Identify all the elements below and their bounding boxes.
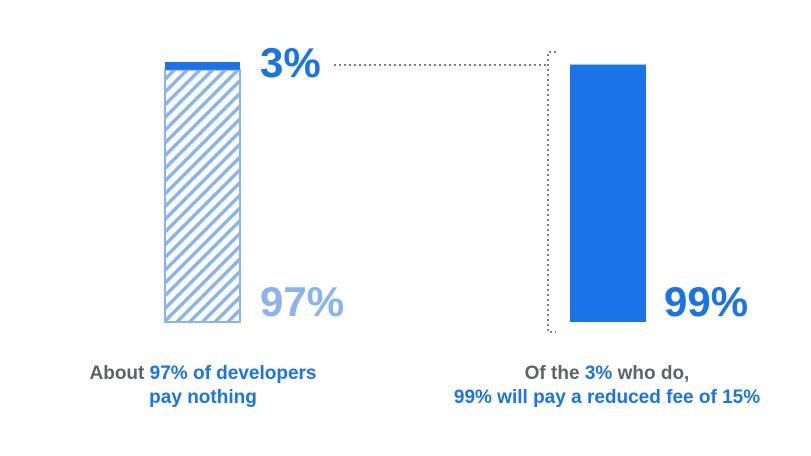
bracket: [547, 51, 556, 333]
bar-segment: [164, 68, 241, 323]
caption-line: Of the 3% who do,: [525, 363, 690, 384]
caption-text: pay nothing: [149, 387, 257, 408]
value-label: 3%: [260, 39, 321, 86]
value-label: 99%: [664, 278, 748, 325]
caption-text: 3%: [585, 363, 613, 384]
bar-segment: [165, 62, 240, 70]
caption-text: who do,: [612, 363, 689, 384]
caption-text: Of the: [525, 363, 585, 384]
caption-text: About: [90, 363, 150, 384]
value-label: 97%: [260, 278, 344, 325]
caption-line: About 97% of developers: [90, 363, 317, 384]
caption-text: 99% will pay a reduced fee of 15%: [454, 387, 760, 408]
caption-text: 97% of developers: [150, 363, 317, 384]
caption-line: 99% will pay a reduced fee of 15%: [454, 387, 760, 408]
caption-line: pay nothing: [149, 387, 257, 408]
bar-segment: [570, 64, 646, 322]
